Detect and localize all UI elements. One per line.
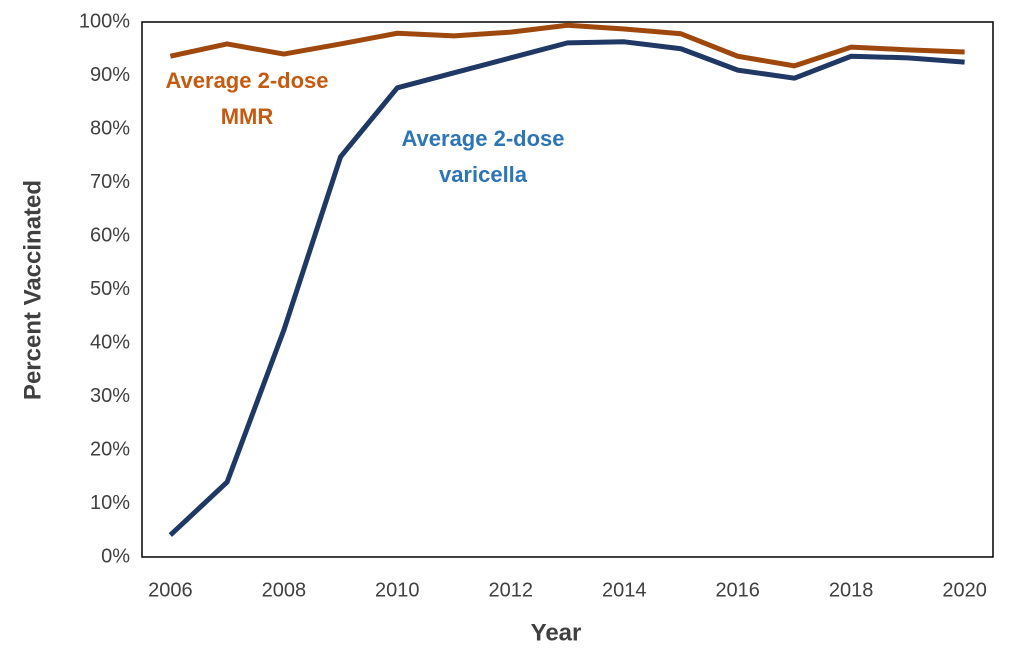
- y-axis-title: Percent Vaccinated: [19, 180, 46, 400]
- x-tick-label: 2020: [942, 579, 987, 601]
- x-tick-label: 2012: [489, 579, 534, 601]
- y-tick-label: 60%: [90, 224, 130, 246]
- annotation: varicella: [439, 162, 528, 187]
- y-tick-label: 20%: [90, 438, 130, 460]
- y-tick-label: 80%: [90, 117, 130, 139]
- series-line: [169, 22, 965, 69]
- x-tick-label: 2018: [829, 579, 874, 601]
- x-axis-title: Year: [531, 619, 582, 646]
- y-tick-label: 0%: [101, 545, 130, 567]
- annotation: MMR: [221, 104, 274, 129]
- x-tick-label: 2010: [375, 579, 420, 601]
- annotation: Average 2-dose: [165, 68, 328, 93]
- x-tick-label: 2006: [148, 579, 193, 601]
- y-tick-label: 100%: [79, 10, 130, 32]
- y-tick-label: 50%: [90, 278, 130, 300]
- y-tick-label: 40%: [90, 331, 130, 353]
- x-tick-label: 2008: [262, 579, 307, 601]
- annotation: Average 2-dose: [401, 126, 564, 151]
- x-tick-label: 2016: [715, 579, 760, 601]
- series-line: [168, 39, 965, 537]
- x-tick-label: 2014: [602, 579, 647, 601]
- y-tick-label: 10%: [90, 492, 130, 514]
- y-tick-label: 90%: [90, 64, 130, 86]
- y-tick-label: 70%: [90, 171, 130, 193]
- plot-frame: [141, 21, 994, 558]
- y-tick-label: 30%: [90, 385, 130, 407]
